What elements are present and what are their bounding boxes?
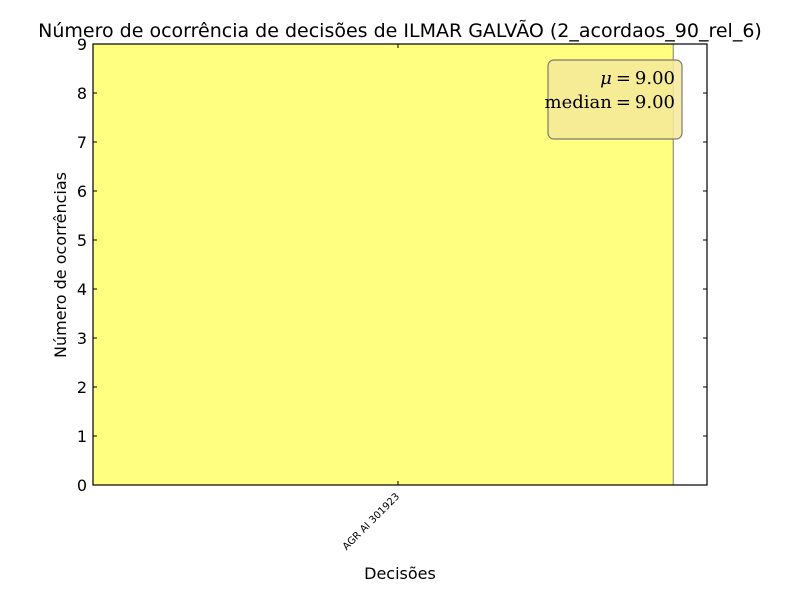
y-tick-label: 6 — [77, 182, 87, 201]
y-tick-label: 7 — [77, 133, 87, 152]
x-tick-label: AGR AI 301923 — [341, 491, 402, 552]
mean-symbol: μ — [600, 68, 612, 89]
y-axis: 0 1 2 3 4 5 6 7 8 9 — [77, 35, 707, 495]
median-label: median — [545, 92, 613, 113]
y-tick-label: 2 — [77, 378, 87, 397]
stats-box-background — [547, 59, 683, 140]
stats-mean: μ = 9.00 — [600, 68, 675, 89]
chart-title: Número de ocorrência de decisões de ILMA… — [38, 19, 762, 42]
stats-median: median = 9.00 — [545, 92, 676, 113]
median-value: 9.00 — [635, 92, 675, 113]
stats-box: μ = 9.00 median = 9.00 — [545, 59, 683, 140]
x-axis-label: Decisões — [364, 564, 436, 583]
y-tick-label: 0 — [77, 476, 87, 495]
y-tick-label: 8 — [77, 84, 87, 103]
median-equals: = — [616, 92, 631, 113]
y-tick-label: 1 — [77, 427, 87, 446]
plot-frame — [92, 43, 708, 486]
y-tick-label: 9 — [77, 35, 87, 54]
mean-equals: = — [616, 68, 631, 89]
y-tick-label: 5 — [77, 231, 87, 250]
y-tick-label: 4 — [77, 280, 87, 299]
mean-value: 9.00 — [635, 68, 675, 89]
y-axis-label: Número de ocorrências — [51, 172, 70, 358]
y-tick-label: 3 — [77, 329, 87, 348]
